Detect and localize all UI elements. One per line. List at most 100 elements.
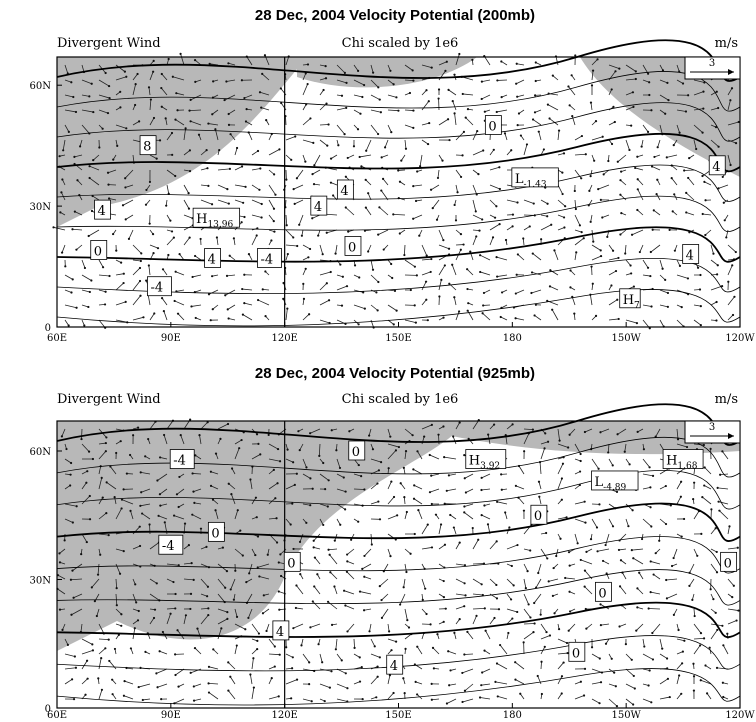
wind-vector (637, 588, 643, 594)
vector-head (121, 499, 123, 501)
vector-head (648, 466, 650, 468)
vector-head (418, 235, 420, 237)
vector-head (566, 642, 568, 644)
vector-head (610, 284, 612, 286)
wind-vector (705, 230, 711, 235)
vector-head (139, 295, 141, 297)
vector-head (485, 630, 487, 632)
vector-head (584, 521, 586, 523)
vector-head (228, 202, 230, 204)
vector-head (483, 649, 485, 651)
vector-head (716, 629, 718, 631)
vector-head (573, 312, 575, 314)
vector-head (591, 646, 593, 648)
vector-head (717, 487, 719, 489)
vector-head (191, 472, 193, 474)
wind-vector (354, 305, 365, 309)
wind-vector (705, 467, 711, 474)
wind-vector (507, 579, 514, 585)
vector-head (637, 178, 639, 180)
wind-vector (82, 290, 90, 292)
vector-head (460, 233, 462, 235)
wind-vector (463, 94, 473, 95)
vector-head (430, 258, 432, 260)
annotation: 0 (348, 240, 356, 255)
wind-vector (723, 645, 728, 654)
wind-vector (89, 230, 99, 236)
annotation: 0 (572, 646, 580, 661)
wind-vector (538, 564, 541, 573)
vector-head (449, 514, 451, 516)
vector-head (145, 189, 147, 191)
wind-vector (524, 564, 528, 571)
vector-head (228, 124, 230, 126)
vector-head (384, 146, 386, 148)
vector-head (614, 70, 616, 72)
vector-head (59, 211, 61, 213)
annotation: 0 (352, 445, 360, 460)
vector-head (321, 661, 323, 663)
vector-head (84, 694, 86, 696)
vector-head (544, 646, 546, 648)
wind-vector (431, 474, 439, 476)
vector-head (616, 299, 618, 301)
wind-vector (388, 95, 396, 97)
wind-vector (711, 245, 713, 254)
wind-vector (175, 301, 184, 305)
vector-head (555, 555, 557, 557)
vector-head (549, 634, 551, 636)
wind-vector (320, 283, 327, 290)
wind-vector (456, 594, 466, 595)
wind-vector (660, 468, 669, 474)
vector-head (653, 156, 655, 158)
vector-head (717, 146, 719, 148)
vector-head (448, 139, 450, 141)
vector-head (312, 488, 314, 490)
vector-head (725, 236, 727, 238)
wind-vector (609, 699, 617, 706)
vector-head (429, 491, 431, 493)
vector-head (703, 637, 705, 639)
vector-head (507, 632, 509, 634)
wind-vector (497, 664, 507, 669)
vector-head (168, 58, 170, 60)
y-tick-label: 30N (30, 202, 52, 213)
vector-head (632, 91, 634, 93)
vector-head (144, 455, 146, 457)
wind-vector (413, 215, 422, 219)
vector-head (475, 615, 477, 617)
vector-head (477, 173, 479, 175)
vector-head (70, 614, 72, 616)
vector-head (415, 200, 417, 202)
wind-vector (405, 260, 415, 267)
vector-head (460, 176, 462, 178)
annotation-sub: -4.89 (603, 483, 626, 493)
vector-head (661, 268, 663, 270)
vector-head (305, 522, 307, 524)
vector-head (495, 584, 497, 586)
vector-head (553, 249, 555, 251)
vector-head (431, 67, 433, 69)
wind-vector (65, 305, 77, 308)
vector-head (291, 502, 293, 504)
vector-head (487, 434, 489, 436)
vector-head (446, 490, 448, 492)
vector-head (538, 131, 540, 133)
wind-vector (371, 95, 380, 100)
vector-head (599, 603, 601, 605)
wind-vector (490, 237, 493, 245)
vector-head (313, 546, 315, 548)
wind-vector (447, 699, 456, 703)
vector-head (189, 237, 191, 239)
vector-head (464, 594, 466, 596)
vector-head (566, 652, 568, 654)
vector-head (227, 661, 229, 663)
vector-head (72, 597, 74, 599)
vector-head (600, 681, 602, 683)
vector-head (154, 609, 156, 611)
vector-head (256, 433, 258, 435)
vector-head (541, 693, 543, 695)
vector-head (73, 698, 75, 700)
vector-head (292, 461, 294, 463)
vector-head (430, 189, 432, 191)
